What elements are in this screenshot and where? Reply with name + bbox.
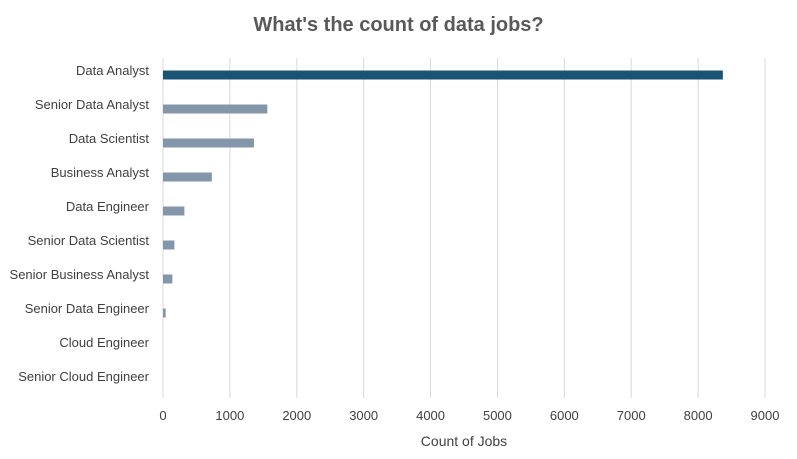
category-label: Data Analyst (76, 63, 149, 78)
x-tick-labels: 0 1000 2000 3000 4000 5000 6000 7000 8000 9000 (159, 408, 779, 423)
x-tick-label: 5000 (483, 408, 512, 423)
x-axis-title: Count of Jobs (421, 433, 507, 449)
x-tick-label: 2000 (282, 408, 311, 423)
x-tick-label: 6000 (550, 408, 579, 423)
category-label: Business Analyst (51, 165, 150, 180)
category-label: Senior Business Analyst (10, 267, 150, 282)
category-label: Senior Cloud Engineer (18, 369, 149, 384)
category-label: Senior Data Analyst (35, 97, 150, 112)
category-label: Senior Data Scientist (28, 233, 150, 248)
x-tick-label: 0 (159, 408, 166, 423)
category-label: Cloud Engineer (59, 335, 149, 350)
bar-data-analyst (163, 70, 723, 80)
bar-senior-data-scientist (163, 240, 175, 250)
x-tick-label: 1000 (215, 408, 244, 423)
category-label: Data Engineer (66, 199, 150, 214)
gridlines (162, 58, 766, 398)
bar-senior-data-analyst (163, 104, 268, 114)
category-label: Data Scientist (69, 131, 150, 146)
bar-data-engineer (163, 206, 185, 216)
chart-title: What's the count of data jobs? (253, 14, 544, 36)
bar-data-scientist (163, 138, 254, 148)
x-tick-label: 4000 (416, 408, 445, 423)
x-tick-label: 7000 (617, 408, 646, 423)
bars (163, 70, 723, 318)
x-tick-label: 9000 (751, 408, 780, 423)
category-label: Senior Data Engineer (25, 301, 150, 316)
x-tick-label: 8000 (684, 408, 713, 423)
bar-business-analyst (163, 172, 212, 182)
category-labels: Data Analyst Senior Data Analyst Data Scie… (10, 63, 150, 384)
bar-senior-business-analyst (163, 274, 173, 284)
bar-senior-data-engineer (163, 308, 166, 318)
x-tick-label: 3000 (349, 408, 378, 423)
